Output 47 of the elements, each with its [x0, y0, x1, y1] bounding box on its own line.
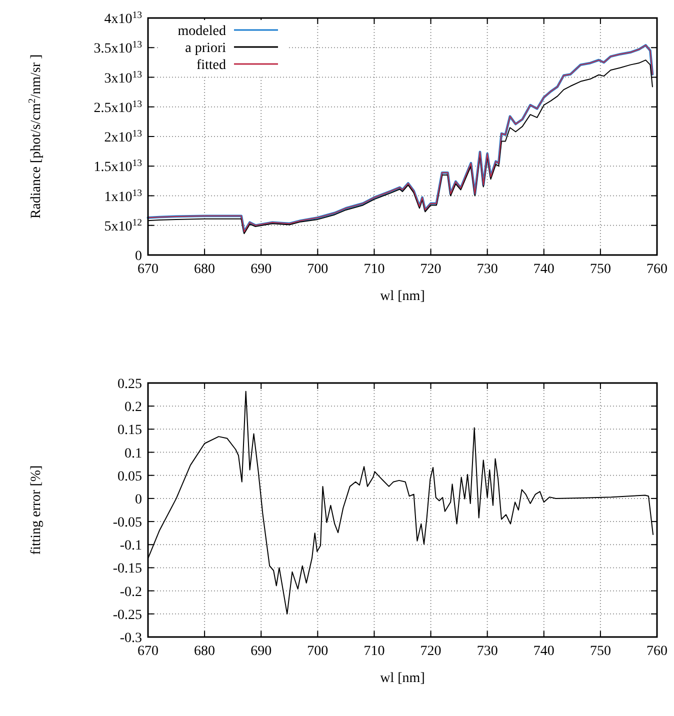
legend-label: a priori: [185, 41, 226, 56]
legend-label: fitted: [196, 58, 226, 73]
x-tick-label: 700: [307, 644, 328, 659]
y-axis-title: fitting error [%]: [29, 465, 44, 555]
x-tick-label: 710: [364, 262, 385, 277]
y-tick-label: 0: [135, 492, 142, 508]
x-tick-label: 670: [138, 644, 158, 659]
x-tick-label: 700: [307, 262, 328, 277]
y-tick-label: -0.25: [112, 608, 142, 623]
y-tick-label: 0.15: [118, 423, 142, 438]
y-tick-label: 1.5x10$^{13}$: [94, 158, 142, 176]
y-tick-label: -0.05: [112, 516, 142, 531]
y-tick-label: 0.25: [118, 377, 142, 392]
x-tick-label: 750: [590, 644, 611, 659]
y-tick-label: 0.2: [124, 400, 142, 416]
x-tick-label: 670: [138, 262, 158, 277]
x-tick-label: 690: [250, 262, 272, 277]
y-tick-label: 2x10$^{13}$: [104, 128, 142, 146]
x-tick-label: 710: [364, 644, 385, 659]
y-tick-label: 2.5x10$^{13}$: [94, 98, 142, 116]
x-tick-label: 730: [476, 262, 498, 277]
y-tick-label: 0.05: [118, 469, 142, 484]
x-tick-label: 720: [420, 644, 442, 659]
x-tick-label: 720: [420, 262, 442, 277]
x-tick-label: 760: [646, 262, 668, 277]
x-tick-label: 680: [194, 262, 216, 277]
y-tick-label: 3x10$^{13}$: [104, 68, 142, 86]
x-axis-title: wl [nm]: [380, 671, 425, 686]
legend-label: modeled: [178, 24, 226, 39]
y-tick-label: -0.3: [120, 631, 142, 646]
y-tick-label: -0.2: [120, 584, 142, 600]
x-tick-label: 680: [194, 644, 216, 659]
y-tick-label: 0.1: [124, 446, 142, 462]
y-tick-label: -0.1: [120, 538, 142, 554]
x-axis-title: wl [nm]: [380, 289, 425, 304]
x-tick-label: 690: [250, 644, 272, 659]
x-tick-label: 740: [533, 644, 554, 659]
x-tick-label: 730: [476, 644, 498, 659]
y-tick-label: 3.5x10$^{13}$: [94, 39, 142, 57]
y-tick-label: 5x10$^{12}$: [104, 216, 142, 234]
y-tick-label: 0: [135, 249, 142, 264]
x-tick-label: 740: [533, 262, 554, 277]
y-tick-label: -0.15: [112, 562, 142, 577]
y-tick-label: 4x10$^{13}$: [104, 10, 142, 27]
x-tick-label: 760: [646, 644, 668, 659]
x-tick-label: 750: [590, 262, 611, 277]
y-tick-label: 1x10$^{13}$: [104, 187, 142, 205]
